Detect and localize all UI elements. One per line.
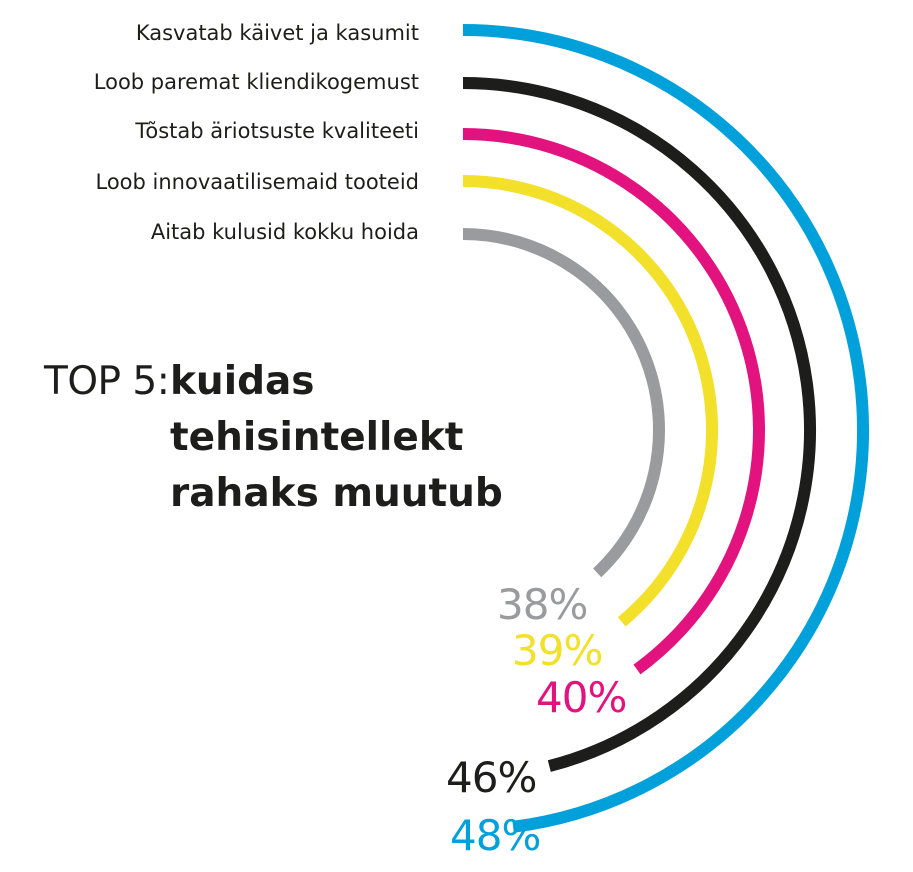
value-label-5: 38%: [497, 580, 588, 629]
title-line-1: kuidas: [170, 359, 315, 404]
value-label-1: 48%: [450, 811, 541, 860]
category-label-1: Kasvatab käivet ja kasumit: [135, 21, 419, 45]
category-label-2: Loob paremat kliendikogemust: [93, 70, 419, 94]
title-prefix: TOP 5:: [44, 359, 170, 404]
arc-bar-2: [462, 77, 816, 772]
category-label-5: Aitab kulusid kokku hoida: [150, 220, 419, 244]
arc-bar-1: [462, 24, 870, 833]
title-line-2: tehisintellekt: [170, 415, 464, 460]
title-line-3: rahaks muutub: [170, 471, 503, 516]
category-label-4: Loob innovaatilisemaid tooteid: [95, 170, 419, 194]
category-label-3: Tõstab äriotsuste kvaliteeti: [135, 119, 419, 143]
value-label-2: 46%: [446, 753, 537, 802]
arc-bar-3: [462, 128, 765, 675]
arc-bar-4: [462, 175, 718, 627]
arc-bar-5: [462, 228, 665, 578]
value-label-3: 40%: [536, 673, 627, 722]
value-label-4: 39%: [512, 626, 603, 675]
chart-title: TOP 5: kuidas tehisintellekt rahaks muut…: [44, 359, 503, 513]
